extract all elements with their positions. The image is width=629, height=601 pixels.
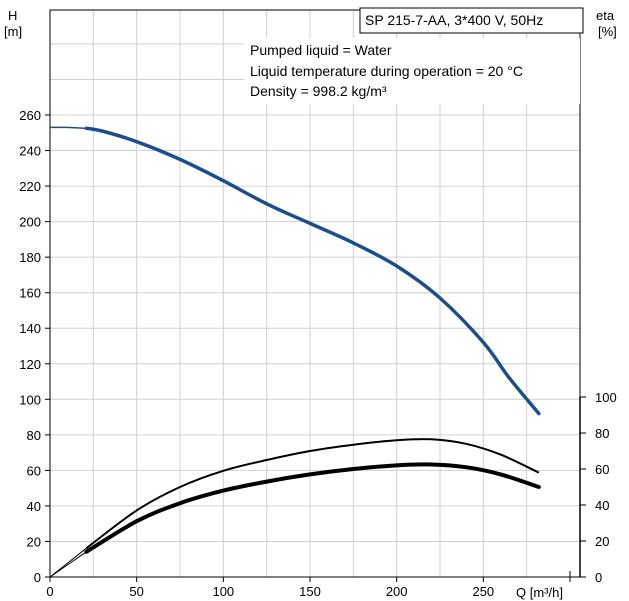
info-line-2: Liquid temperature during operation = 20… xyxy=(250,63,523,79)
head-curve xyxy=(84,126,541,416)
x-tick-label: 250 xyxy=(472,584,494,599)
x-axis-label: Q [m³/h] xyxy=(516,585,563,600)
y-left-tick-label: 0 xyxy=(34,570,41,585)
y-left-tick-label: 220 xyxy=(19,179,41,194)
y-left-tick-label: 60 xyxy=(27,463,41,478)
tick-labels: 0 50 100 150 200 2500204060801001201401601802… xyxy=(19,108,616,599)
y-left-label-unit: [m] xyxy=(4,24,22,39)
plot-frame xyxy=(49,9,581,582)
y-right-label-unit: [%] xyxy=(598,24,617,39)
efficiency-curve-upper xyxy=(85,438,540,549)
x-tick-label: 50 xyxy=(129,584,143,599)
y-left-tick-label: 120 xyxy=(19,357,41,372)
x-tick-label: 0 xyxy=(46,584,53,599)
info-line-3: Density = 998.2 kg/m³ xyxy=(250,83,387,99)
chart-title: SP 215-7-AA, 3*400 V, 50Hz xyxy=(365,12,543,28)
x-tick-label: 150 xyxy=(299,584,321,599)
y-right-tick-label: 80 xyxy=(595,426,609,441)
y-left-tick-label: 160 xyxy=(19,286,41,301)
y-left-tick-label: 80 xyxy=(27,428,41,443)
y-right-tick-label: 60 xyxy=(595,462,609,477)
curves xyxy=(49,126,541,578)
y-right-tick-label: 20 xyxy=(595,534,609,549)
y-left-tick-label: 260 xyxy=(19,108,41,123)
y-left-tick-label: 200 xyxy=(19,215,41,230)
x-tick-label: 100 xyxy=(212,584,234,599)
plot-border xyxy=(49,9,581,578)
info-background xyxy=(244,38,580,104)
x-label-background xyxy=(512,583,578,601)
y-left-tick-label: 40 xyxy=(27,499,41,514)
y-left-tick-label: 140 xyxy=(19,321,41,336)
efficiency-curve-lower xyxy=(84,462,541,554)
x-tick-label: 200 xyxy=(386,584,408,599)
efficiency-curve-lower-extension xyxy=(49,551,87,578)
info-line-1: Pumped liquid = Water xyxy=(250,42,392,58)
y-left-tick-label: 20 xyxy=(27,534,41,549)
head-curve-extension xyxy=(49,126,87,130)
y-right-tick-label: 40 xyxy=(595,498,609,513)
title-box xyxy=(359,7,584,34)
y-right-tick-label: 0 xyxy=(595,570,602,585)
y-right-label-symbol: eta xyxy=(596,8,615,23)
y-left-tick-label: 240 xyxy=(19,144,41,159)
y-left-tick-label: 180 xyxy=(19,250,41,265)
y-left-tick-label: 100 xyxy=(19,392,41,407)
y-right-tick-label: 100 xyxy=(595,390,617,405)
y-left-label-symbol: H xyxy=(8,8,17,23)
